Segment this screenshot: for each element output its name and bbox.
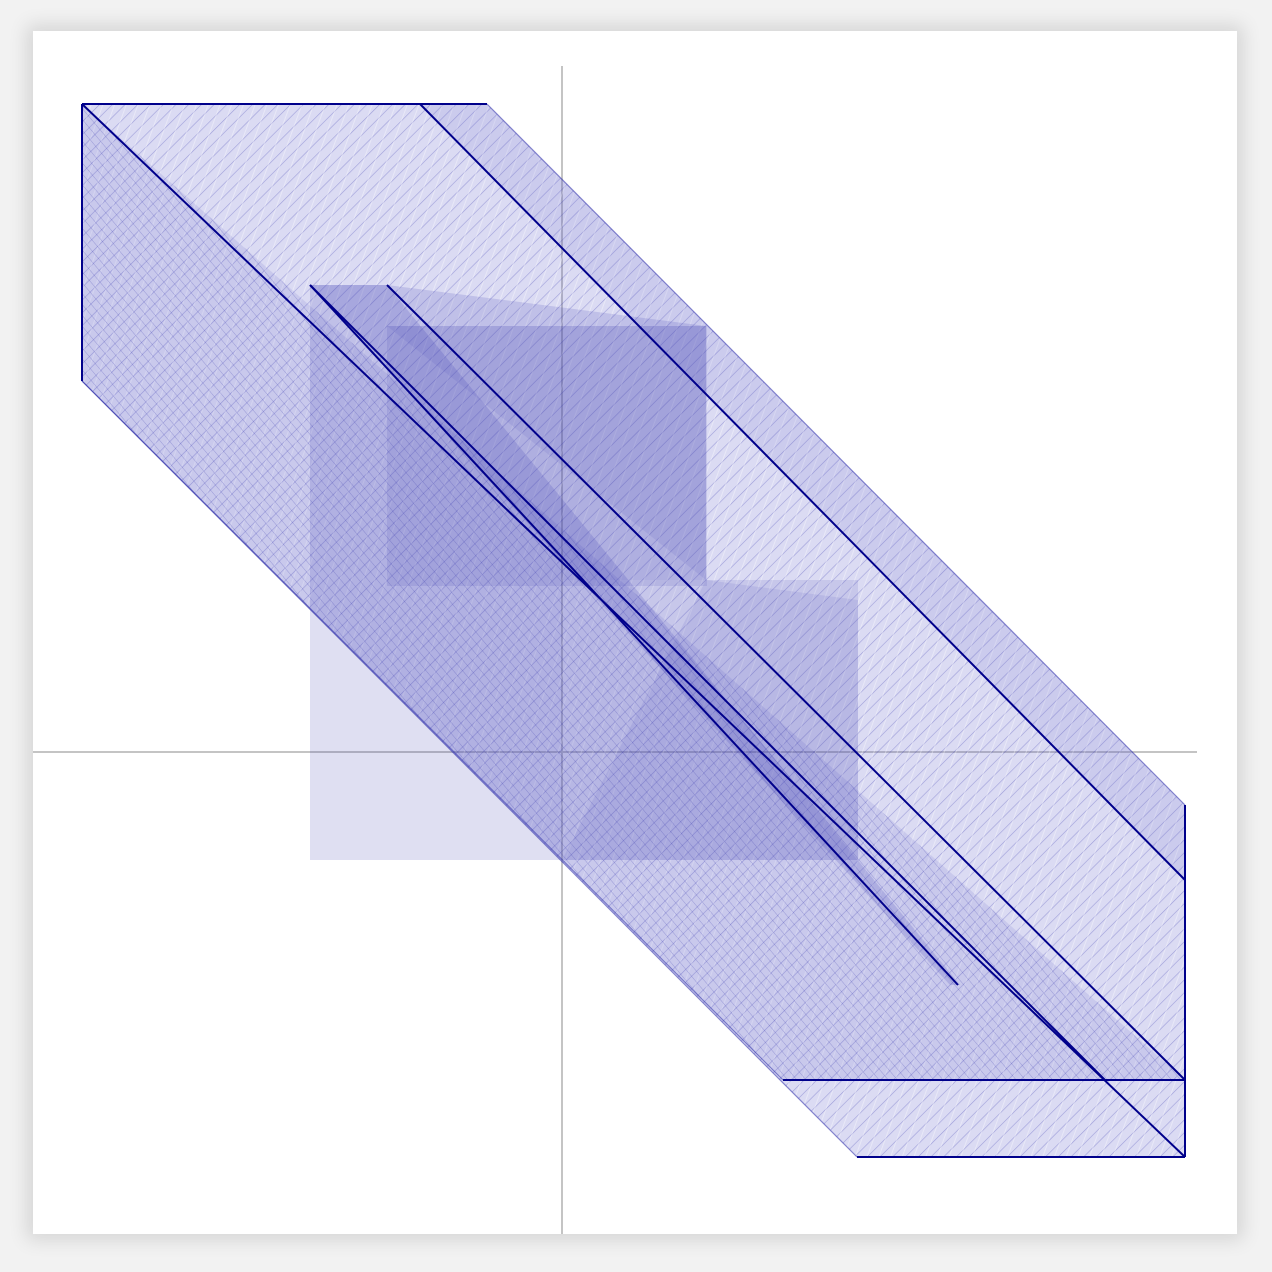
band-outlines bbox=[81, 103, 1186, 1158]
central-overlap-square bbox=[310, 285, 858, 860]
band-upper-left bbox=[82, 104, 1185, 1080]
band-soft-edges bbox=[81, 103, 1186, 1158]
